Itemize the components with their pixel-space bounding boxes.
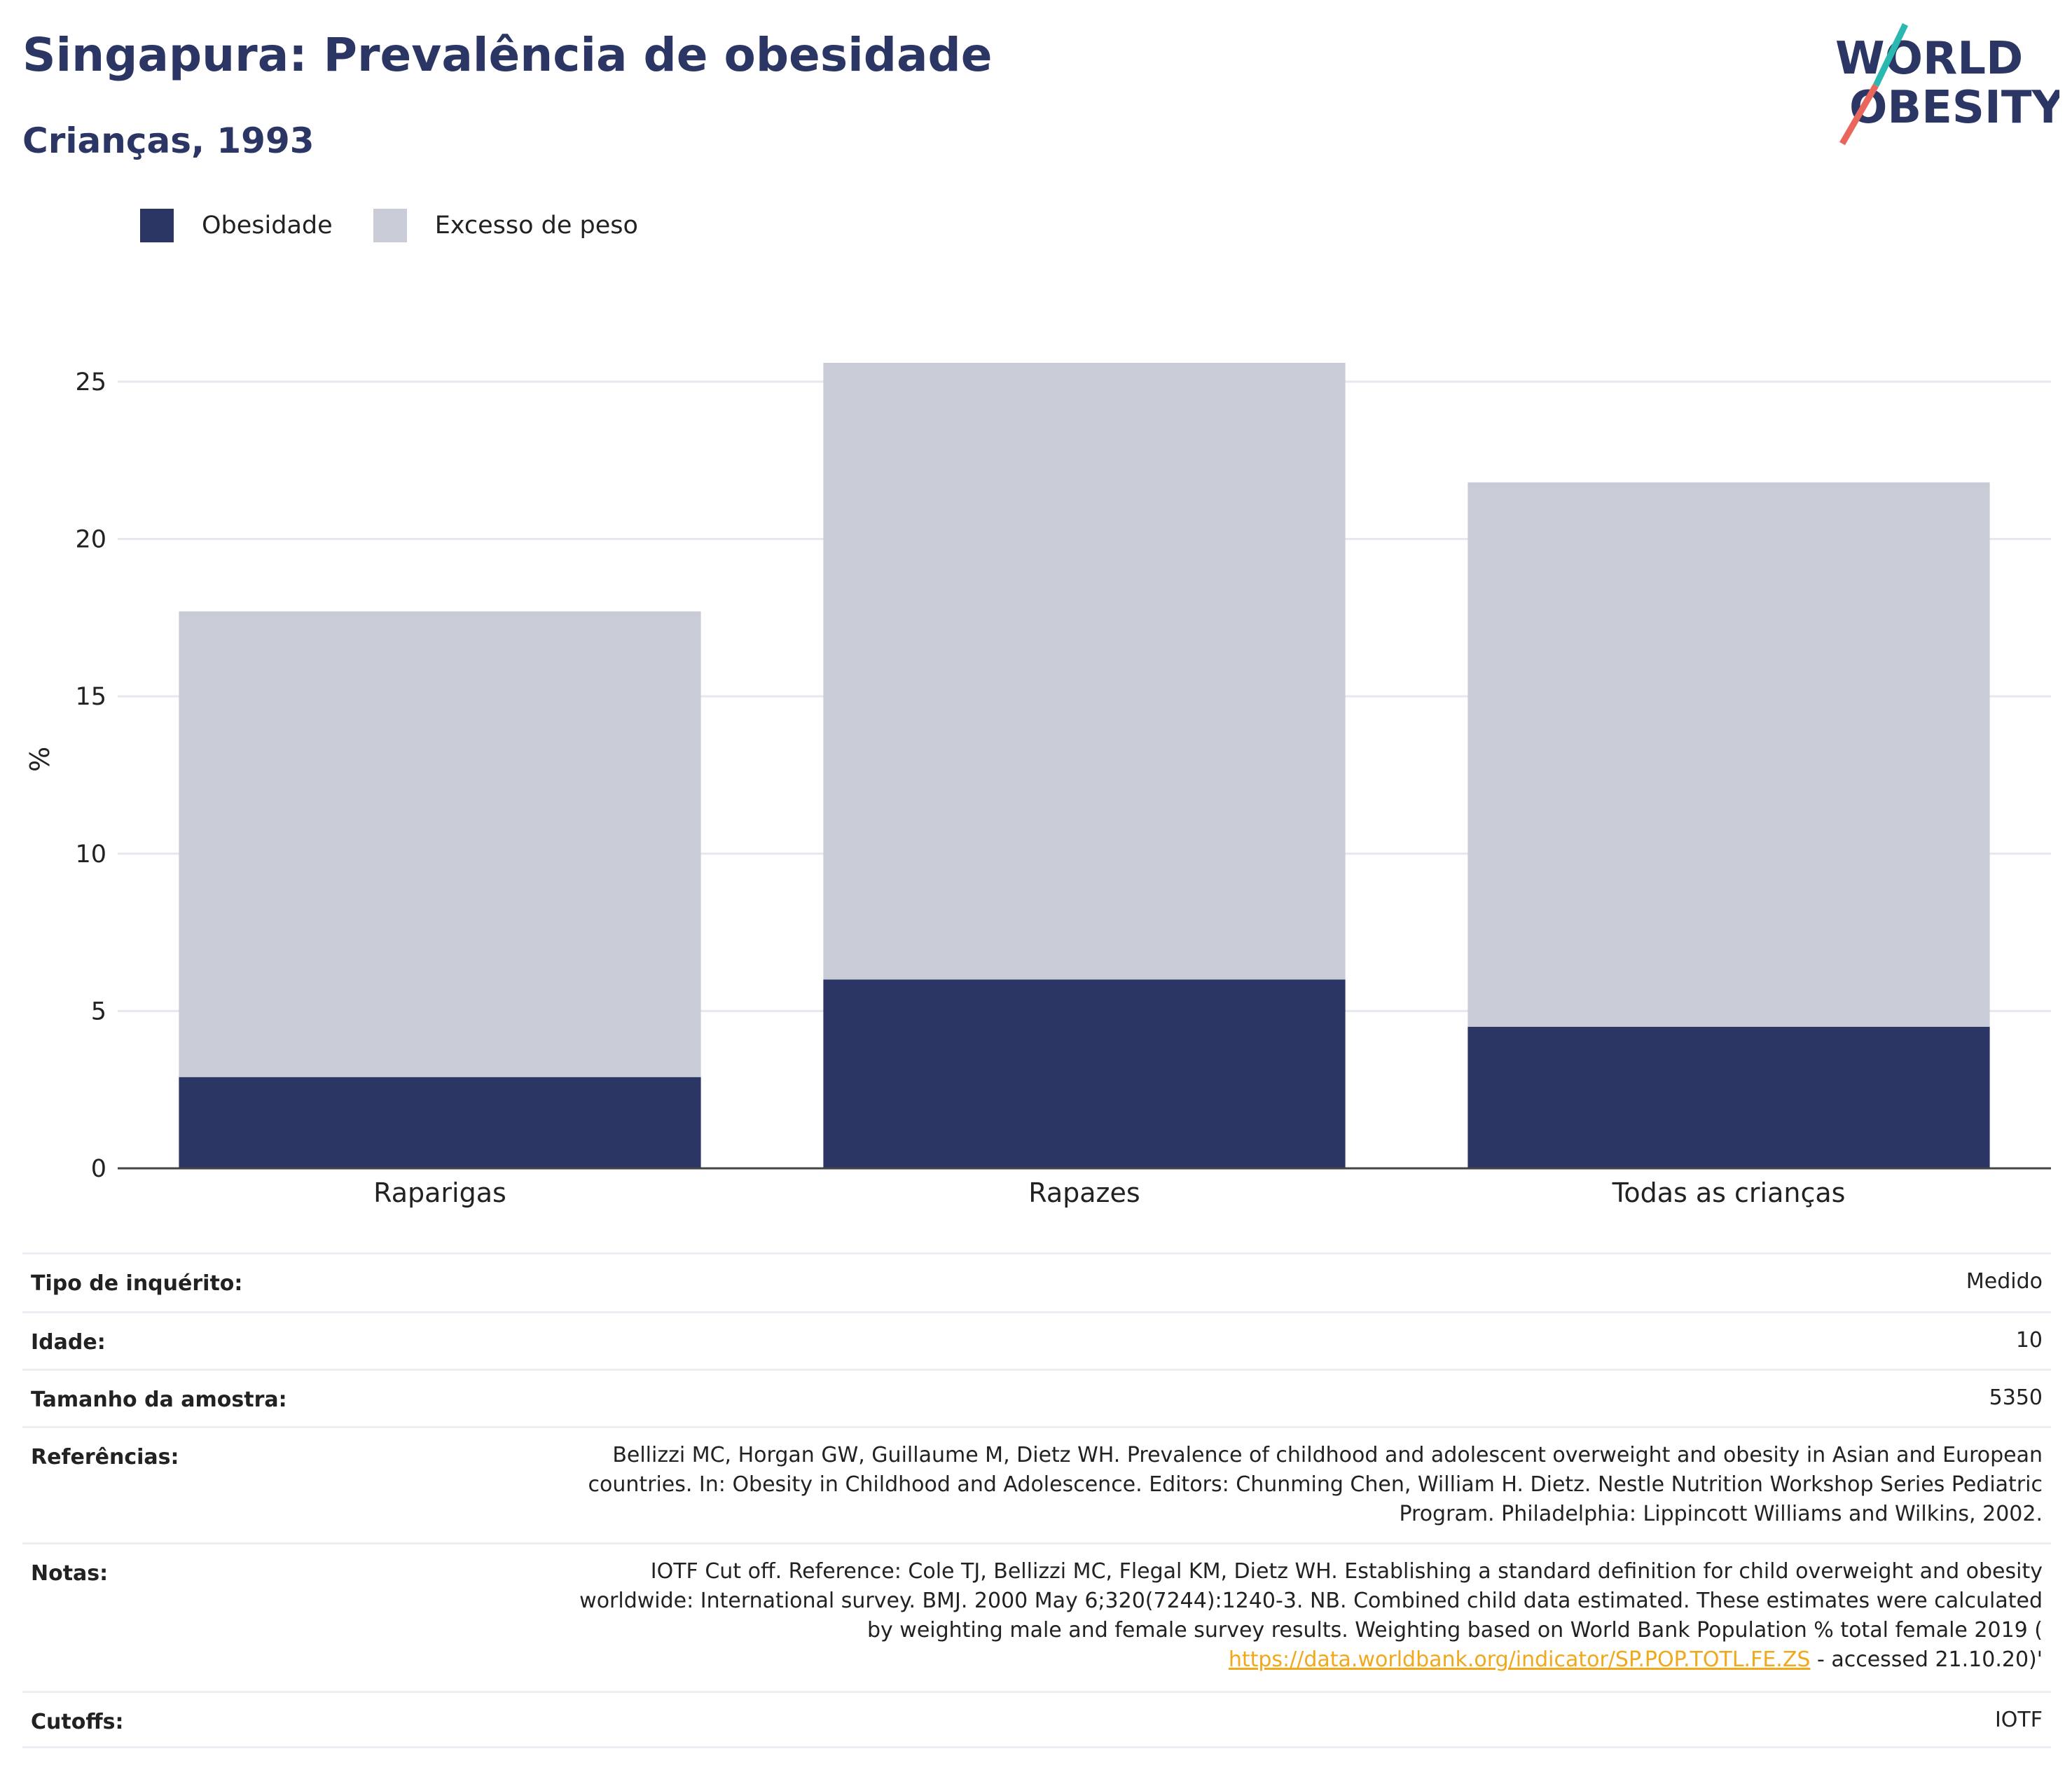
info-value: IOTF Cut off. Reference: Cole TJ, Belliz… — [572, 1557, 2043, 1691]
bar-chart: 0 5 10 15 20 25% Raparigas Rapazes Todas as cria… — [25, 362, 2051, 1208]
world-obesity-logo: WORLD OBESITY — [1835, 23, 2059, 146]
info-key: Cutoffs: — [31, 1710, 124, 1734]
survey-info-table: Tipo de inquérito: Medido Idade: 10 Tamanho … — [22, 1252, 2051, 1748]
legend-swatch-excesso-de-peso — [373, 209, 407, 242]
info-row: Notas: IOTF Cut off. Reference: Cole TJ, … — [22, 1542, 2051, 1691]
logo-slash-top — [1872, 23, 1909, 87]
bar-excesso-de-peso-1 — [823, 362, 1346, 980]
chart-subtitle: Crianças, 1993 — [22, 120, 315, 161]
info-key: Tipo de inquérito: — [31, 1271, 243, 1296]
x-tick-label-2: Todas as crianças — [1612, 1177, 1846, 1208]
y-axis-label: % — [25, 747, 55, 772]
info-value-text: IOTF — [1994, 1708, 2043, 1732]
info-value: 5350 — [1989, 1383, 2043, 1426]
info-value: Bellizzi MC, Horgan GW, Guillaume M, Die… — [572, 1441, 2043, 1542]
chart-title: Singapura: Prevalência de obesidade — [22, 28, 993, 82]
info-value: Medido — [1966, 1267, 2043, 1311]
logo-text-obesity: OBESITY — [1849, 82, 2059, 134]
notes-suffix: - accessed 21.10.20)' — [1810, 1647, 2043, 1672]
logo-slash-bottom — [1839, 83, 1879, 146]
info-value-text: 5350 — [1989, 1385, 2043, 1410]
info-value-text: IOTF Cut off. Reference: Cole TJ, Belliz… — [579, 1559, 2043, 1643]
notes-link[interactable]: https://data.worldbank.org/indicator/SP.… — [1228, 1647, 1811, 1672]
info-key: Idade: — [31, 1330, 106, 1355]
bar-excesso-de-peso-2 — [1467, 482, 1990, 1027]
info-value: IOTF — [1995, 1706, 2043, 1746]
bar-obesidade-0 — [179, 1077, 701, 1168]
y-tick-label-25: 25 — [75, 368, 106, 396]
info-key: Referências: — [31, 1445, 179, 1470]
info-row: Referências: Bellizzi MC, Horgan GW, Guil… — [22, 1426, 2051, 1542]
y-tick-label-10: 10 — [75, 841, 106, 869]
legend-label-excesso-de-peso: Excesso de peso — [434, 212, 638, 240]
legend-item-excesso-de-peso[interactable]: Excesso de peso — [373, 209, 638, 242]
y-tick-label-0: 0 — [91, 1155, 106, 1183]
info-value-text: 10 — [2015, 1328, 2043, 1353]
info-row: Tamanho da amostra: 5350 — [22, 1369, 2051, 1426]
y-tick-label-5: 5 — [91, 997, 106, 1025]
legend-item-obesidade[interactable]: Obesidade — [140, 209, 333, 242]
legend-label-obesidade: Obesidade — [202, 212, 333, 240]
y-tick-label-15: 15 — [75, 683, 106, 711]
bar-obesidade-2 — [1467, 1026, 1990, 1168]
bar-excesso-de-peso-0 — [179, 611, 701, 1077]
info-row: Cutoffs: IOTF — [22, 1691, 2051, 1748]
info-row: Tipo de inquérito: Medido — [22, 1252, 2051, 1311]
info-value: 10 — [2016, 1326, 2043, 1369]
info-value-text: Medido — [1966, 1269, 2043, 1294]
chart-legend: Obesidade Excesso de peso — [140, 209, 679, 242]
logo-text-world: WORLD — [1835, 33, 2023, 85]
x-tick-label-1: Rapazes — [1028, 1177, 1140, 1208]
legend-swatch-obesidade — [140, 209, 174, 242]
info-value-text: Bellizzi MC, Horgan GW, Guillaume M, Die… — [588, 1443, 2043, 1526]
info-key: Tamanho da amostra: — [31, 1388, 287, 1412]
x-tick-label-0: Raparigas — [373, 1177, 506, 1208]
bar-obesidade-1 — [823, 979, 1346, 1168]
info-row: Idade: 10 — [22, 1311, 2051, 1369]
y-tick-label-20: 20 — [75, 526, 106, 554]
info-key: Notas: — [31, 1561, 109, 1586]
